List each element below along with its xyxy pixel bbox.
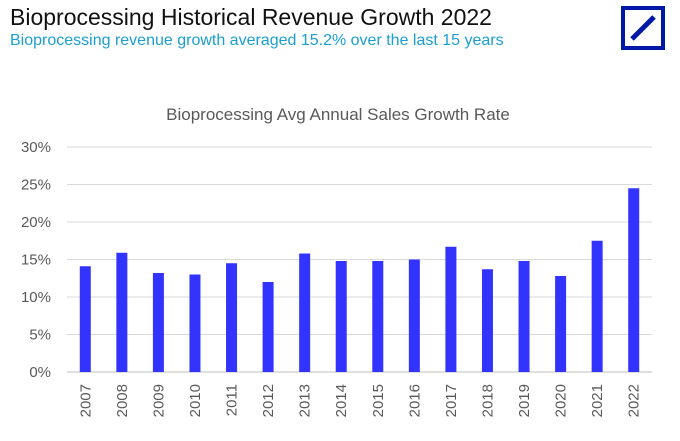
- bar-2007: [79, 266, 91, 372]
- bar-2020: [555, 276, 567, 372]
- bar-2016: [408, 259, 420, 372]
- bar-2015: [372, 261, 384, 372]
- x-tick-label: 2015: [370, 384, 387, 417]
- chart-title: Bioprocessing Avg Annual Sales Growth Ra…: [166, 105, 510, 124]
- y-tick-label: 0%: [29, 364, 51, 381]
- bar-2022: [628, 188, 640, 372]
- y-axis: 0% 5% 10% 15% 20% 25% 30%: [21, 139, 51, 381]
- x-tick-label: 2011: [224, 384, 241, 416]
- x-tick-label: 2014: [333, 384, 350, 417]
- x-tick-label: 2013: [297, 384, 314, 417]
- x-tick-label: 2012: [260, 384, 277, 417]
- x-tick-label: 2016: [406, 384, 423, 417]
- y-tick-label: 20%: [21, 214, 51, 231]
- x-tick-label: 2007: [77, 384, 94, 417]
- x-tick-label: 2010: [187, 384, 204, 417]
- y-tick-label: 10%: [21, 289, 51, 306]
- bar-2019: [518, 261, 530, 372]
- bars: [79, 188, 640, 372]
- bar-2014: [335, 261, 347, 372]
- y-tick-label: 5%: [29, 327, 51, 344]
- bar-2017: [445, 246, 457, 372]
- x-axis: 2007 2008 2009 2010 2011 2012 2013 2014 2015 2016…: [77, 384, 642, 417]
- bar-2010: [189, 274, 201, 372]
- bar-2008: [116, 252, 128, 372]
- x-tick-label: 2019: [516, 384, 533, 417]
- x-tick-label: 2018: [479, 384, 496, 417]
- page-title: Bioprocessing Historical Revenue Growth …: [10, 4, 492, 30]
- bar-2021: [591, 240, 603, 372]
- bar-2018: [481, 269, 493, 372]
- page-subtitle: Bioprocessing revenue growth averaged 15…: [10, 32, 504, 49]
- bar-2013: [299, 253, 311, 372]
- grid: [67, 146, 652, 373]
- x-tick-label: 2022: [626, 384, 643, 417]
- y-tick-label: 30%: [21, 139, 51, 156]
- y-tick-label: 15%: [21, 252, 51, 269]
- x-tick-label: 2020: [553, 384, 570, 417]
- x-tick-label: 2021: [589, 384, 606, 417]
- x-tick-label: 2008: [114, 384, 131, 417]
- bar-2012: [262, 282, 274, 372]
- y-tick-label: 25%: [21, 177, 51, 194]
- bar-2011: [226, 263, 238, 372]
- x-tick-label: 2009: [150, 384, 167, 417]
- deutsche-bank-logo-icon: [621, 6, 665, 50]
- bar-2009: [152, 273, 164, 372]
- x-tick-label: 2017: [443, 384, 460, 417]
